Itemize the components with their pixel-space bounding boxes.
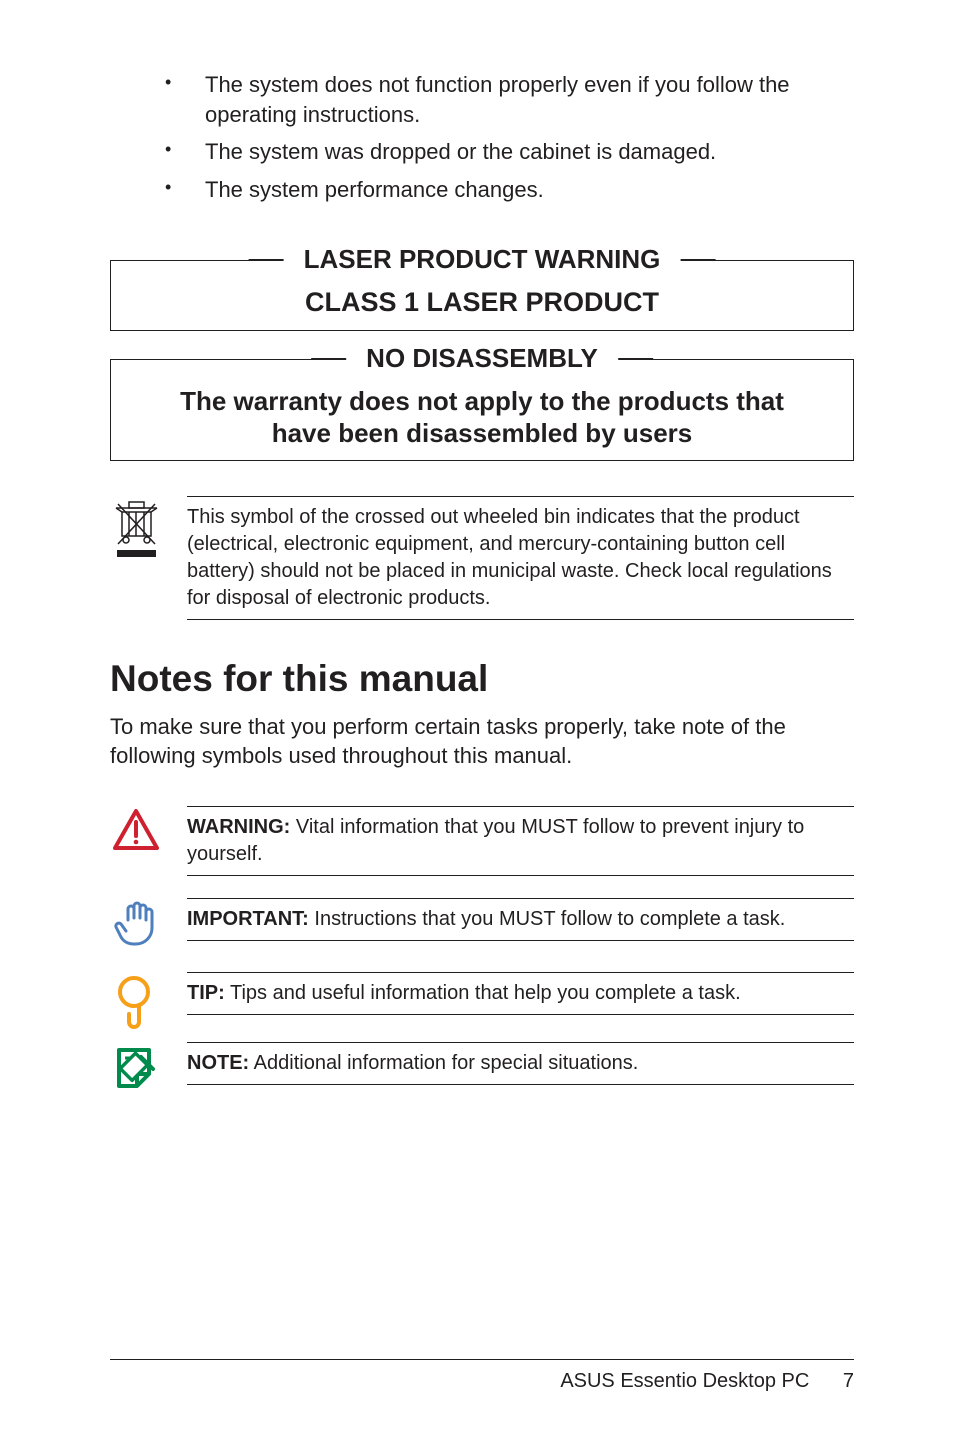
no-disassembly-body: The warranty does not apply to the produ… [126, 385, 838, 450]
laser-warning-title: LASER PRODUCT WARNING [284, 244, 681, 275]
weee-icon [110, 496, 162, 560]
no-disassembly-box: NO DISASSEMBLY The warranty does not app… [110, 359, 854, 461]
laser-warning-box: LASER PRODUCT WARNING CLASS 1 LASER PROD… [110, 260, 854, 331]
tip-text: TIP: Tips and useful information that he… [187, 972, 854, 1015]
note-icon [110, 1042, 162, 1090]
magnifier-icon [110, 972, 162, 1032]
warning-icon [110, 806, 162, 852]
bullet-item: The system does not function properly ev… [165, 70, 854, 129]
warning-text: WARNING: Vital information that you MUST… [187, 806, 854, 876]
bullet-list: The system does not function properly ev… [165, 70, 854, 205]
section-body: To make sure that you perform certain ta… [110, 712, 854, 771]
bullet-item: The system was dropped or the cabinet is… [165, 137, 854, 167]
footer-product: ASUS Essentio Desktop PC [560, 1370, 809, 1392]
tip-note: TIP: Tips and useful information that he… [110, 972, 854, 1032]
note-text: NOTE: Additional information for special… [187, 1042, 854, 1085]
hand-icon [110, 898, 162, 950]
no-disassembly-title: NO DISASSEMBLY [346, 343, 618, 374]
footer-page-number: 7 [843, 1370, 854, 1393]
note-note: NOTE: Additional information for special… [110, 1042, 854, 1090]
important-note: IMPORTANT: Instructions that you MUST fo… [110, 898, 854, 950]
warning-note: WARNING: Vital information that you MUST… [110, 806, 854, 876]
laser-warning-sub: CLASS 1 LASER PRODUCT [126, 286, 838, 320]
important-text: IMPORTANT: Instructions that you MUST fo… [187, 898, 854, 941]
section-heading: Notes for this manual [110, 658, 854, 700]
bullet-item: The system performance changes. [165, 175, 854, 205]
weee-note: This symbol of the crossed out wheeled b… [110, 496, 854, 620]
weee-text: This symbol of the crossed out wheeled b… [187, 496, 854, 620]
page-footer: ASUS Essentio Desktop PC 7 [110, 1359, 854, 1393]
